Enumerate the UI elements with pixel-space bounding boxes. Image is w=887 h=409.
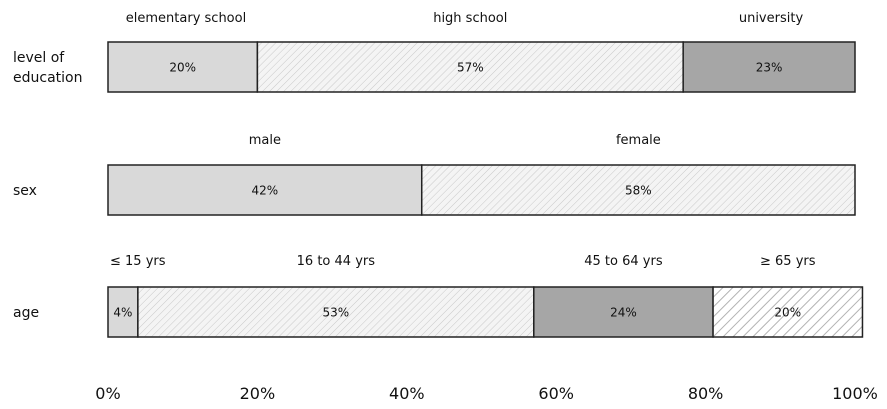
bar-segment [107, 286, 139, 338]
bar-segment [420, 164, 856, 216]
category-label: age [13, 305, 39, 321]
segment-label: ≥ 65 yrs [760, 254, 816, 269]
segment-label: male [249, 133, 281, 148]
segment-label: ≤ 15 yrs [110, 254, 166, 269]
bar-segment [137, 286, 535, 338]
x-tick-label: 80% [688, 384, 724, 403]
data-label: 24% [610, 306, 637, 320]
segment-label: elementary school [126, 11, 246, 26]
bar-segment [712, 286, 864, 338]
segment-label: 16 to 44 yrs [297, 254, 376, 269]
category-label: sex [13, 183, 37, 199]
x-tick-label: 0% [95, 384, 120, 403]
x-tick-label: 60% [538, 384, 574, 403]
bar-segment [533, 286, 714, 338]
data-label: 57% [457, 61, 484, 75]
segment-label: female [616, 133, 661, 148]
data-label: 20% [169, 61, 196, 75]
x-tick-label: 100% [832, 384, 878, 403]
segment-label: university [739, 11, 804, 26]
plot-area: level of education 20% elementary school 57%… [13, 11, 878, 403]
data-label: 53% [322, 306, 349, 320]
x-tick-label: 20% [240, 384, 276, 403]
bar-segment [682, 41, 856, 93]
segment-label: high school [433, 11, 507, 26]
bar-segment [256, 41, 684, 93]
segment-label: 45 to 64 yrs [584, 254, 663, 269]
data-label: 23% [756, 61, 783, 75]
bar-row-1: sex 42% male 58% female [13, 133, 856, 216]
data-label: 20% [774, 306, 801, 320]
bar-segment [107, 41, 259, 93]
category-label: education [13, 70, 82, 86]
bar-row-2: age 4% ≤ 15 yrs 53% 16 to 44 yrs 24% 45 to 64 … [13, 254, 864, 338]
data-label: 4% [113, 306, 132, 320]
x-axis: 0% 20% 40% 60% 80% 100% [95, 384, 878, 403]
bar-row-0: level of education 20% elementary school 57%… [13, 11, 856, 93]
category-label: level of [13, 50, 65, 66]
x-tick-label: 40% [389, 384, 425, 403]
data-label: 58% [625, 184, 652, 198]
data-label: 42% [252, 184, 279, 198]
